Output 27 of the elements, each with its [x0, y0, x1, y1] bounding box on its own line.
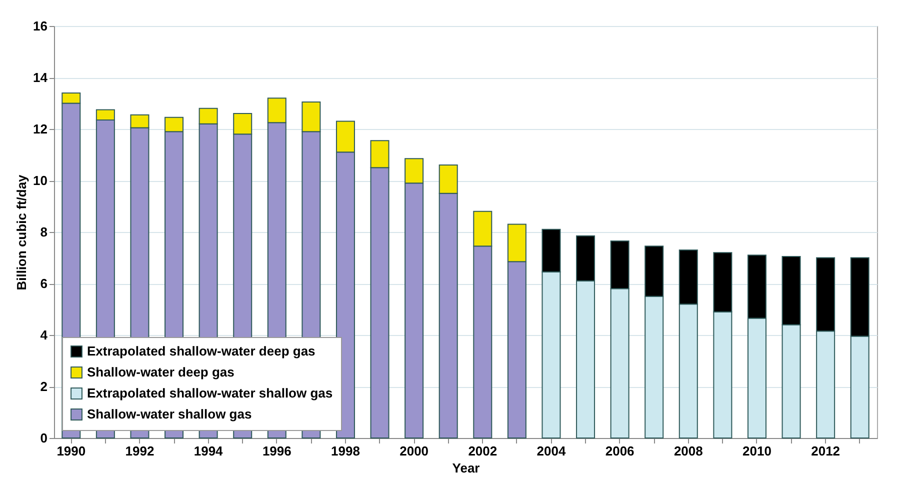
- x-tick-label: 2006: [605, 444, 634, 458]
- x-tick-label: 2004: [536, 444, 566, 458]
- x-tick-label: 2002: [468, 444, 498, 458]
- x-tick-label: 2010: [742, 444, 772, 458]
- y-tick-label: 12: [33, 122, 48, 136]
- y-tick-label: 14: [33, 70, 48, 85]
- x-tick-label: 1996: [262, 444, 292, 458]
- legend-label: Extrapolated shallow-water deep gas: [87, 344, 316, 358]
- x-tick-label: 2012: [811, 444, 840, 458]
- x-axis-title: Year: [452, 460, 480, 476]
- y-tick-label: 16: [33, 18, 48, 34]
- y-tick-label: 2: [40, 379, 48, 394]
- legend-label: Extrapolated shallow-water shallow gas: [87, 386, 333, 400]
- y-tick-label: 10: [33, 173, 48, 188]
- legend-label: Shallow-water shallow gas: [87, 406, 252, 422]
- x-tick-label: 1994: [194, 444, 224, 458]
- x-tick-label: 1992: [125, 444, 154, 458]
- y-tick-label: 8: [40, 224, 48, 240]
- x-tick-label: 2008: [674, 444, 703, 458]
- y-axis-title: Billion cubic ft/day: [14, 174, 30, 290]
- y-tick-label: 6: [40, 276, 48, 291]
- x-tick-label: 1990: [56, 444, 86, 458]
- legend-label: Shallow-water deep gas: [87, 364, 234, 380]
- x-tick-label: 1998: [331, 444, 360, 458]
- y-tick-label: 0: [40, 430, 48, 446]
- x-tick-label: 2000: [400, 444, 429, 458]
- y-tick-label: 4: [40, 328, 48, 342]
